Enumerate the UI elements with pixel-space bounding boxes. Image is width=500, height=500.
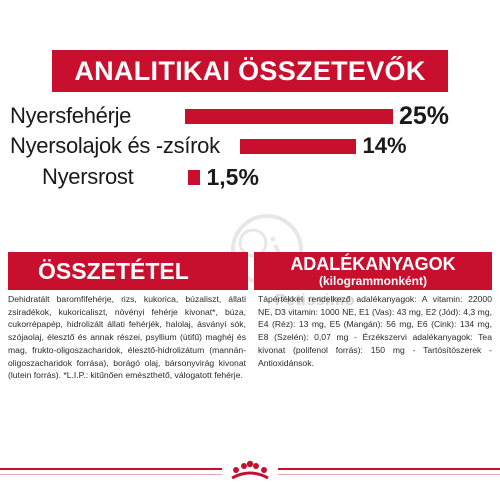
royal-canin-crown-icon xyxy=(231,460,269,480)
chart-row: Nyersfehérje 25% xyxy=(0,101,500,131)
additives-subtitle: (kilogrammonként) xyxy=(318,274,427,288)
chart-category-label: Nyersrost xyxy=(42,164,134,189)
chart-value-label: 14% xyxy=(362,133,407,158)
chart-bar xyxy=(185,109,393,124)
composition-text: Dehidratált baromfifehérje, rizs, kukori… xyxy=(8,294,246,381)
analytical-constituents-banner: ANALITIKAI ÖSSZETEVŐK xyxy=(52,50,448,92)
chart-bar xyxy=(188,170,201,185)
chart-row: Nyersrost 1,5% xyxy=(0,162,500,192)
composition-title: ÖSSZETÉTEL xyxy=(38,258,189,284)
banner-title: ANALITIKAI ÖSSZETEVŐK xyxy=(74,55,426,86)
brand-logo xyxy=(222,455,278,485)
chart-bar xyxy=(240,139,357,154)
watermark-text: Petissimo xyxy=(275,292,356,309)
additives-header: ADALÉKANYAGOK (kilogrammonként) xyxy=(254,252,492,290)
chart-value-label: 25% xyxy=(399,102,450,130)
chart-row: Nyersolajok és -zsírok 14% xyxy=(0,131,500,161)
additives-text: Tápértékkel rendelkező adalékanyagok: A … xyxy=(258,294,492,368)
additives-title: ADALÉKANYAGOK xyxy=(290,254,456,274)
chart-category-label: Nyersolajok és -zsírok xyxy=(10,133,220,158)
chart-value-label: 1,5% xyxy=(206,164,259,190)
composition-header: ÖSSZETÉTEL xyxy=(8,252,248,290)
chart-category-label: Nyersfehérje xyxy=(10,103,132,128)
